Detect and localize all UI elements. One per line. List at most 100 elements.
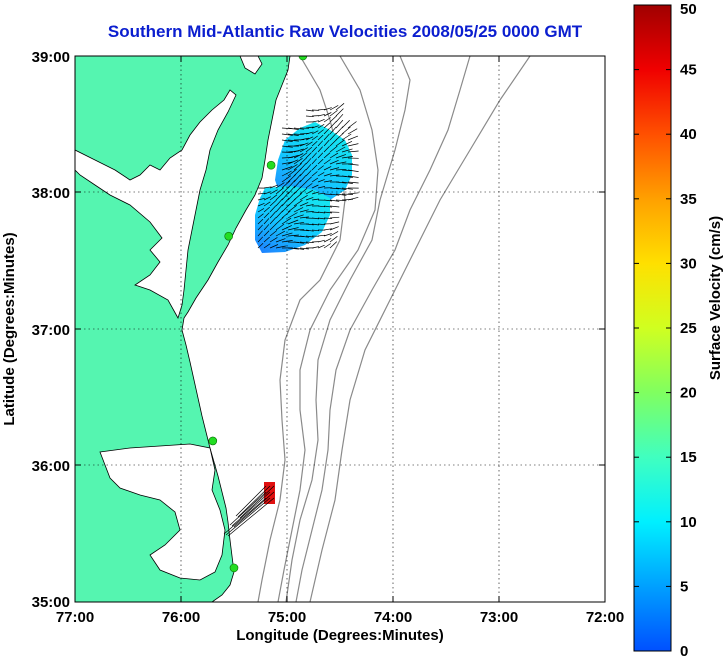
velocity-arrow (311, 223, 320, 226)
velocity-arrow (281, 240, 293, 243)
velocity-arrow (293, 186, 302, 195)
velocity-arrow (281, 197, 290, 207)
velocity-arrow (281, 133, 293, 136)
velocity-arrow (287, 133, 299, 136)
velocity-arrow (305, 141, 313, 147)
velocity-arrow (299, 142, 309, 147)
velocity-arrow (269, 223, 277, 231)
velocity-arrow (281, 145, 293, 148)
velocity-arrow (299, 209, 309, 213)
velocity-arrows-south (223, 485, 275, 537)
velocity-arrow (335, 168, 347, 171)
velocity-arrow (269, 244, 279, 249)
velocity-arrow (225, 497, 271, 536)
velocity-arrow (317, 211, 326, 214)
x-tick-label: 77:00 (56, 609, 94, 626)
velocity-arrow (317, 152, 324, 159)
x-tick-label: 73:00 (480, 609, 518, 626)
velocity-arrow (299, 175, 307, 183)
radar-station-marker (224, 231, 233, 241)
velocity-arrow (293, 174, 302, 183)
velocity-arrow (323, 243, 331, 249)
velocity-arrow (305, 152, 312, 159)
x-tick-label: 76:00 (162, 609, 200, 626)
y-axis-label: Latitude (Degrees:Minutes) (1, 232, 18, 425)
map-grid (75, 56, 605, 602)
velocity-arrow (311, 229, 320, 232)
velocity-arrow (235, 485, 267, 517)
velocity-arrow (311, 158, 317, 165)
velocity-arrow (305, 197, 314, 201)
velocity-arrow (229, 491, 267, 526)
velocity-arrow (233, 491, 275, 528)
velocity-arrow (323, 112, 332, 117)
x-tick-label: 74:00 (374, 609, 412, 626)
velocity-arrow (293, 247, 305, 250)
velocity-arrow (293, 207, 304, 213)
velocity-arrow (305, 115, 314, 118)
velocity-arrow (257, 236, 264, 243)
velocity-arrow (299, 137, 309, 141)
velocity-arrow (323, 211, 333, 214)
velocity-arrow (317, 244, 325, 249)
x-axis-label: Longitude (Degrees:Minutes) (236, 627, 444, 644)
velocity-arrow (347, 192, 359, 195)
velocity-arrow (323, 117, 331, 123)
velocity-arrow (317, 179, 325, 183)
velocity-arrow (317, 108, 326, 111)
velocity-arrow (275, 192, 284, 201)
velocity-arrow (323, 180, 332, 183)
velocity-arrow (323, 217, 333, 219)
velocity-arrow (305, 163, 312, 171)
velocity-arrow (275, 198, 283, 207)
velocity-arrow (317, 234, 326, 237)
velocity-arrow (263, 230, 270, 237)
velocity-arrow (329, 159, 339, 165)
velocity-arrow (317, 205, 326, 208)
velocity-arrow (335, 119, 344, 129)
velocity-arrow (329, 126, 337, 135)
velocity-arrow (323, 139, 330, 147)
velocity-arrow (257, 202, 265, 207)
velocity-arrow (281, 175, 292, 183)
velocity-arrow (231, 491, 271, 527)
delaware-bay (239, 56, 263, 75)
velocity-arrow (335, 187, 347, 190)
colorbar-ticks (634, 4, 671, 652)
velocity-arrow (275, 230, 285, 237)
velocity-arrow (287, 164, 298, 171)
velocity-arrow (263, 201, 271, 207)
velocity-arrow (317, 217, 326, 220)
velocity-arrow (311, 164, 318, 171)
velocity-arrow (335, 108, 344, 117)
velocity-arrow (263, 243, 271, 249)
velocity-arrow (299, 157, 307, 165)
velocity-arrow (329, 145, 338, 153)
velocity-arrow (329, 110, 338, 117)
velocity-arrow (347, 121, 357, 129)
velocity-arrow (305, 146, 313, 153)
velocity-arrow (281, 185, 290, 195)
velocity-arrow (275, 217, 284, 225)
colorbar-tick-label: 15 (680, 449, 697, 466)
velocity-arrow (341, 181, 353, 184)
velocity-arrow (329, 216, 340, 219)
velocity-arrow (287, 212, 298, 219)
velocity-arrow (323, 166, 332, 171)
velocity-arrow (275, 182, 285, 189)
velocity-arrow (329, 115, 338, 123)
velocity-arrow (341, 140, 353, 147)
velocity-arrow (263, 218, 270, 225)
velocity-arrow (305, 126, 314, 129)
velocity-arrow (263, 196, 271, 201)
velocity-arrow (263, 206, 270, 213)
velocity-arrow (281, 139, 293, 142)
velocity-arrow (263, 212, 270, 219)
velocity-arrow (311, 177, 319, 183)
velocity-arrow (287, 185, 296, 195)
velocity-arrow (317, 165, 324, 171)
velocity-arrow (335, 154, 347, 159)
velocity-arrow (299, 147, 308, 153)
velocity-arrow (287, 139, 299, 142)
